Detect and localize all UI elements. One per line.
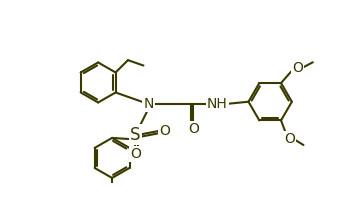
Text: O: O	[284, 132, 295, 146]
Text: O: O	[159, 124, 170, 138]
Text: O: O	[130, 147, 141, 161]
Text: NH: NH	[207, 97, 228, 111]
Text: O: O	[292, 61, 303, 75]
Text: N: N	[143, 97, 154, 111]
Text: O: O	[188, 122, 199, 136]
Text: S: S	[130, 126, 140, 144]
